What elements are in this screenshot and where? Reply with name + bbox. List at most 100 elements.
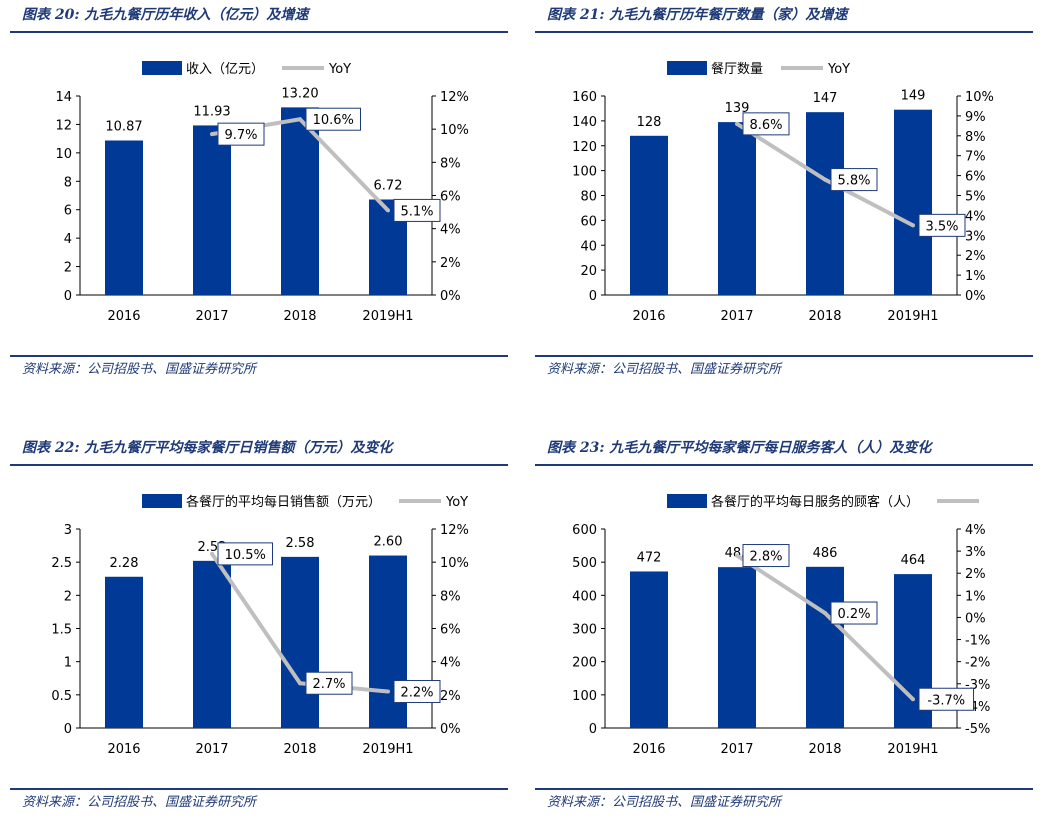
chart-panel-21: 图表 21: 九毛九餐厅历年餐厅数量（家）及增速 餐厅数量 YoY 0 20 40 60 8… [535,0,1033,395]
y-tick-label: 10 [55,147,72,162]
y-tick-label: 600 [572,523,597,538]
y-tick-label: 300 [572,623,597,638]
bar [894,109,932,296]
yoy-point [911,697,915,702]
legend-bar-label: 各餐厅的平均每日服务的顾客（人） [711,494,919,510]
x-tick-label: 2016 [107,742,140,757]
y2-tick-label: 2% [965,249,986,264]
bar-value-label: 128 [637,115,662,130]
y2-tick-label: 0% [965,289,986,304]
bar-value-label: 472 [637,550,662,565]
x-tick-label: 2017 [720,742,753,757]
yoy-label: 2.2% [400,686,433,701]
source-rule [10,788,508,790]
x-tick-label: 2017 [195,742,228,757]
y-tick-label: 12 [55,118,72,133]
yoy-label: 3.5% [925,219,958,234]
x-tick-label: 2019H1 [362,742,413,757]
yoy-label-box [742,112,790,136]
bar [105,140,143,295]
yoy-label: 2.7% [312,677,345,692]
bar-value-label: 2.28 [110,556,139,571]
y2-tick-label: 8% [440,156,461,171]
source-rule [10,355,508,357]
bar [630,135,668,295]
y2-tick-label: 4% [965,209,986,224]
x-tick-label: 2018 [808,742,841,757]
legend-bar-label: 收入（亿元） [186,62,264,77]
bar-value-label: 149 [901,89,926,104]
legend-bar-label: 餐厅数量 [711,61,763,77]
legend-bar-swatch [142,494,182,508]
title-rule [535,31,1033,33]
y2-tick-label: 6% [965,170,986,185]
bar-value-label: 464 [901,553,926,568]
yoy-label-box [830,601,878,625]
y2-tick-label: 10% [440,556,469,571]
yoy-point [735,121,739,126]
yoy-label-box [217,122,265,146]
yoy-point [823,611,827,616]
x-tick-label: 2018 [808,309,841,324]
y-tick-label: 400 [572,589,597,604]
y2-tick-label: 1% [965,269,986,284]
y-tick-label: 20 [580,264,597,279]
source-note: 资料来源：公司招股书、国盛证券研究所 [22,795,257,810]
yoy-label-box [742,544,790,568]
bar [718,122,756,296]
title-rule [535,464,1033,466]
y2-tick-label: 0% [440,722,461,737]
x-tick-label: 2016 [107,309,140,324]
bar [281,556,319,728]
source-rule [535,355,1033,357]
yoy-label: 9.7% [224,128,257,143]
y2-tick-label: 6% [440,623,461,638]
y-tick-label: 500 [572,556,597,571]
y-tick-label: 60 [580,214,597,229]
y-tick-label: 14 [55,90,72,105]
legend-line-label: YoY [827,62,850,77]
bar [718,567,756,728]
bar-value-label: 2.60 [374,535,403,550]
y-tick-label: 2 [64,589,72,604]
y-tick-label: 8 [64,175,72,190]
yoy-label-box [393,680,441,704]
yoy-label: 5.8% [837,174,870,189]
y2-tick-label: 5% [965,190,986,205]
source-note: 资料来源：公司招股书、国盛证券研究所 [547,795,782,810]
yoy-label-box [305,107,361,131]
chart-svg: 各餐厅的平均每日服务的顾客（人）0100200300400500600-5%-4… [572,494,990,757]
y-tick-label: 160 [572,90,597,105]
yoy-label-box [830,168,878,192]
chart-svg: 各餐厅的平均每日销售额（万元） YoY 0 0.5 1 1.5 2 2.5 3 0% 2% 4% 6% 8… [51,494,469,757]
y2-tick-label: 2% [440,689,461,704]
yoy-point [735,553,739,558]
y-tick-label: 140 [572,115,597,130]
bar-value-label: 11.93 [193,104,230,119]
yoy-label: 8.6% [749,118,782,133]
x-tick-label: 2017 [195,309,228,324]
chart-panel-23: 图表 23: 九毛九餐厅平均每家餐厅每日服务客人（人）及变化 各餐厅的平均每日服… [535,433,1033,828]
yoy-label-box [305,671,353,695]
bar-value-label: 13.20 [281,86,318,101]
title-rule [10,464,508,466]
yoy-point [386,689,390,694]
y-tick-label: 2.5 [51,556,72,571]
legend-bar-swatch [667,494,707,508]
chart-title: 图表 20: 九毛九餐厅历年收入（亿元）及增速 [22,7,309,23]
bar-value-label: 147 [813,91,838,106]
x-tick-label: 2019H1 [362,309,413,324]
y2-tick-label: 6% [440,190,461,205]
bar-value-label: 6.72 [374,178,403,193]
yoy-label: 0.2% [837,607,870,622]
yoy-point [298,681,302,686]
yoy-point [386,208,390,213]
bar [630,571,668,728]
yoy-label: 10.5% [225,548,266,563]
y2-tick-label: 0% [965,611,986,626]
source-rule [535,788,1033,790]
bar [105,576,143,728]
source-note: 资料来源：公司招股书、国盛证券研究所 [547,362,782,377]
chart-title: 图表 23: 九毛九餐厅平均每家餐厅每日服务客人（人）及变化 [547,440,932,456]
y-tick-label: 1 [64,656,72,671]
